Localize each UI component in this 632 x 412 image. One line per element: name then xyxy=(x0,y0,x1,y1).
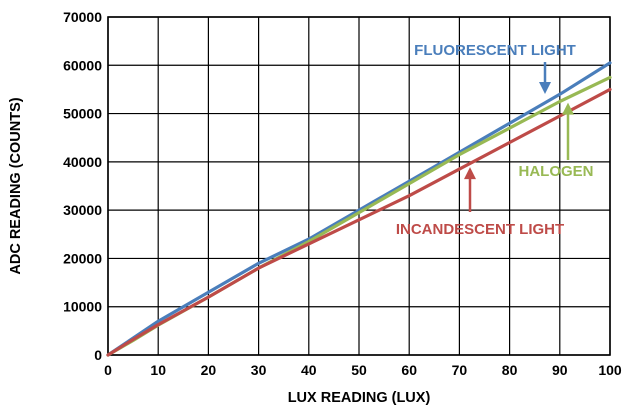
x-tick-label: 0 xyxy=(104,362,112,378)
x-tick-label: 60 xyxy=(401,362,417,378)
x-tick-label: 20 xyxy=(201,362,217,378)
y-axis-label: ADC READING (COUNTS) xyxy=(8,97,24,274)
y-tick-label: 70000 xyxy=(63,9,102,25)
series-line-0 xyxy=(106,61,612,357)
x-tick-label: 100 xyxy=(598,362,622,378)
x-tick-label: 80 xyxy=(502,362,518,378)
series-line-2 xyxy=(106,87,612,357)
x-tick-label: 90 xyxy=(552,362,568,378)
tick-labels: 0 10 20 30 40 50 60 70 80 90 100 0 10000 20000 30000 40… xyxy=(63,9,622,378)
y-tick-label: 60000 xyxy=(63,57,102,73)
annotation-arrow-head xyxy=(539,82,551,95)
annotation-label: FLUORESCENT LIGHT xyxy=(414,42,576,59)
grid xyxy=(107,16,611,356)
x-tick-label: 50 xyxy=(351,362,367,378)
x-axis-label: LUX READING (LUX) xyxy=(288,390,431,406)
y-tick-label: 30000 xyxy=(63,202,102,218)
x-tick-label: 70 xyxy=(452,362,468,378)
y-tick-label: 50000 xyxy=(63,106,102,122)
plot-frame xyxy=(107,16,611,356)
annotation-label: INCANDESCENT LIGHT xyxy=(396,221,564,238)
x-tick-label: 10 xyxy=(150,362,166,378)
annotations: FLUORESCENT LIGHT HALOGEN INCANDESCENT LIG… xyxy=(396,42,594,238)
y-tick-label: 10000 xyxy=(63,299,102,315)
series-lines xyxy=(106,61,612,357)
annotation-label: HALOGEN xyxy=(519,163,594,180)
y-tick-label: 40000 xyxy=(63,154,102,170)
x-tick-label: 40 xyxy=(301,362,317,378)
x-tick-label: 30 xyxy=(251,362,267,378)
annotation-arrow-head xyxy=(464,167,476,180)
annotation-arrow-head xyxy=(562,102,574,115)
y-tick-label: 0 xyxy=(94,347,102,363)
y-tick-label: 20000 xyxy=(63,250,102,266)
